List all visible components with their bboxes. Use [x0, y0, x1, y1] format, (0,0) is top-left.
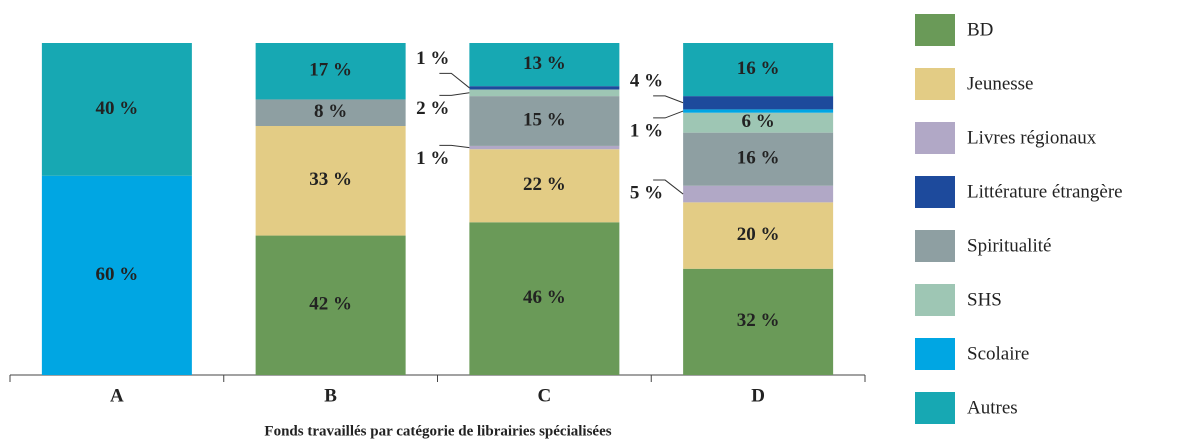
value-label: 46 %: [523, 287, 566, 308]
value-label: 6 %: [742, 111, 775, 132]
leader-line: [653, 110, 684, 119]
bar-segment: [683, 202, 834, 269]
leader-line: [439, 72, 470, 89]
value-label: 4 %: [630, 70, 663, 91]
leader-line: [439, 144, 470, 149]
leader-line: [653, 95, 684, 104]
bar-segment: [469, 89, 620, 97]
value-label: 2 %: [416, 98, 449, 119]
value-label: 42 %: [309, 294, 352, 315]
value-label: 40 %: [96, 98, 139, 119]
bar-segment: [683, 112, 834, 133]
bar-segment: [255, 235, 406, 375]
legend-swatch: [915, 338, 955, 370]
x-tick-label: D: [751, 385, 765, 406]
legend-label: Jeunesse: [967, 73, 1033, 94]
bar-segment: [469, 145, 620, 150]
value-label: 1 %: [630, 120, 663, 141]
value-label: 13 %: [523, 53, 566, 74]
leader-line: [653, 179, 684, 195]
value-label: 32 %: [737, 310, 780, 331]
legend-label: Spiritualité: [967, 235, 1051, 256]
bar-segment: [469, 222, 620, 375]
legend-label: Scolaire: [967, 343, 1029, 364]
bar-segment: [469, 86, 620, 90]
x-axis-title: Fonds travaillés par catégorie de librai…: [264, 423, 611, 439]
value-label: 22 %: [523, 174, 566, 195]
bar-segment: [41, 175, 192, 375]
bar-segment: [683, 109, 834, 113]
bar-segment: [683, 185, 834, 203]
legend-label: Autres: [967, 397, 1018, 418]
value-label: 33 %: [309, 169, 352, 190]
leader-line: [439, 92, 470, 96]
value-label: 1 %: [416, 148, 449, 169]
bar-segment: [683, 96, 834, 110]
value-label: 16 %: [737, 148, 780, 169]
value-label: 20 %: [737, 224, 780, 245]
bar-segment: [683, 132, 834, 186]
legend-swatch: [915, 392, 955, 424]
bar-segment: [683, 268, 834, 375]
legend-swatch: [915, 68, 955, 100]
bar-segment: [255, 43, 406, 100]
bar-segment: [469, 43, 620, 87]
bar-segment: [683, 43, 834, 97]
legend-swatch: [915, 230, 955, 262]
value-label: 17 %: [309, 60, 352, 81]
legend-label: BD: [967, 19, 993, 40]
legend-label: Livres régionaux: [967, 127, 1097, 148]
legend-swatch: [915, 176, 955, 208]
bar-segment: [255, 126, 406, 236]
bar-segment: [41, 43, 192, 176]
bar-segment: [469, 149, 620, 223]
legend-swatch: [915, 122, 955, 154]
value-label: 5 %: [630, 182, 663, 203]
x-tick-label: A: [110, 385, 124, 406]
value-label: 60 %: [96, 264, 139, 285]
legend-swatch: [915, 14, 955, 46]
legend-swatch: [915, 284, 955, 316]
bar-segment: [255, 99, 406, 126]
legend-label: Littérature étrangère: [967, 181, 1123, 202]
value-label: 1 %: [416, 48, 449, 69]
legend-label: SHS: [967, 289, 1002, 310]
value-label: 8 %: [314, 101, 347, 122]
x-tick-label: B: [324, 385, 337, 406]
bar-segment: [469, 96, 620, 146]
value-label: 16 %: [737, 58, 780, 79]
x-tick-label: C: [538, 385, 552, 406]
value-label: 15 %: [523, 109, 566, 130]
